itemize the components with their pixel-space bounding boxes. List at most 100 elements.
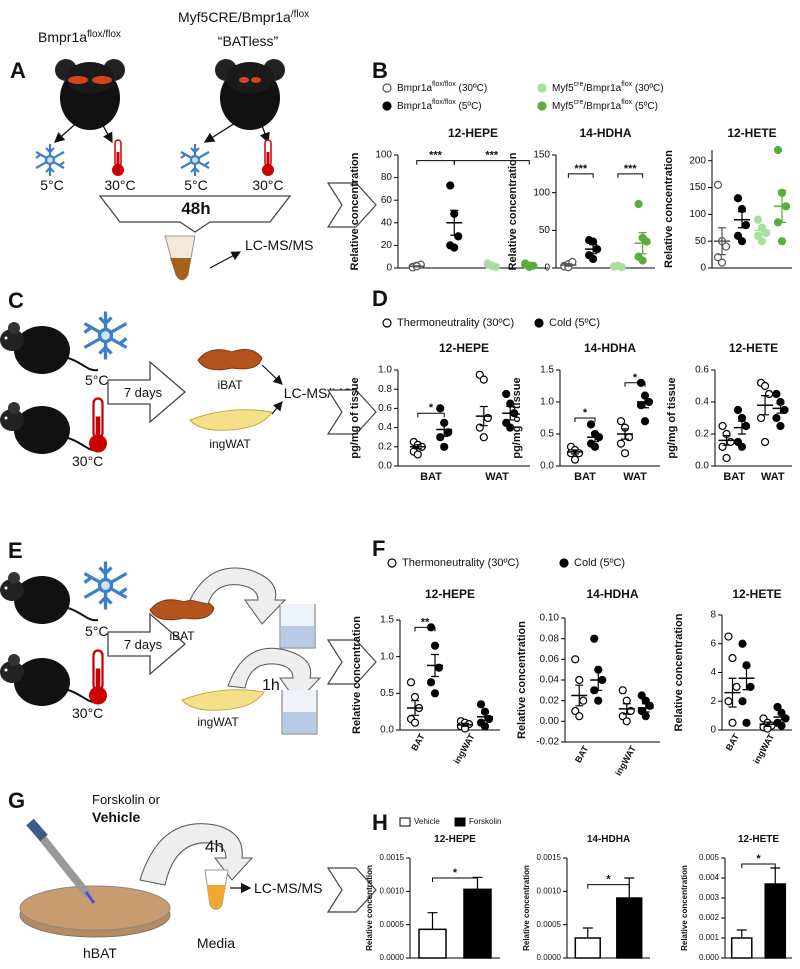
panel-letter: C [8, 288, 24, 313]
chart: 12-HETE Relative concentration 0 50 100 150 20… [663, 126, 792, 274]
data-point [733, 405, 743, 415]
y-tick-label: 100 [689, 209, 706, 220]
y-tick-label: 1.5 [540, 365, 554, 376]
chart: 12-HETE Relative concentration 0.000 0.001 0… [680, 834, 792, 962]
data-point [620, 449, 630, 458]
significance-label: * [633, 372, 638, 384]
diagram-a: Bmpr1aflox/flox Myf5CRE/Bmpr1a/flox “BAT… [34, 9, 313, 281]
sem-bar [761, 395, 770, 416]
y-tick-label: 50 [695, 236, 707, 247]
data-point [713, 253, 723, 262]
incubation: 4h [205, 837, 224, 856]
legend-label-part: Thermoneutrality (30ºC) [402, 557, 519, 569]
data-point [737, 413, 747, 423]
legend-label-part: flox [621, 99, 632, 106]
sem-bar [481, 712, 489, 722]
legend-label: Myf5cre/Bmpr1aflox (30ºC) [552, 81, 664, 93]
incubation: 1h [262, 677, 280, 694]
y-tick-label: 0.02 [540, 695, 560, 706]
data-point [640, 417, 650, 426]
data-point [410, 718, 420, 727]
chart: 14-HDHA Relative concentration -0.02 0.00 0.… [516, 587, 660, 777]
sem-bar [431, 653, 439, 678]
chart: 12-HEPE Relative concentration 0.0 0.5 1.0 1.… [351, 587, 500, 765]
sem-bar [440, 422, 449, 437]
legend-label: Myf5cre/Bmpr1aflox (5ºC) [552, 99, 658, 111]
legend-label-part: cre [574, 81, 584, 88]
data-point [590, 442, 600, 451]
legend-label-part: (5ºC) [632, 101, 658, 112]
data-point [733, 231, 743, 240]
x-tick-label: WAT [623, 471, 647, 483]
data-point [616, 439, 626, 448]
diagram-e: 5°C 30°C 7 days iBAT ingWAT 1h [0, 559, 322, 735]
legend-label-part: (5ºC) [456, 101, 482, 112]
legend-label: Forskolin [469, 817, 501, 826]
data-point [756, 413, 766, 423]
sem-bar [737, 420, 746, 435]
data-point [718, 442, 727, 451]
legend-label-part: Bmpr1a [397, 83, 432, 94]
data-point [753, 231, 763, 240]
chart: 12-HETE pg/mg of tissue 0.0 0.2 0.4 0.6 BAT WAT [666, 341, 792, 483]
y-tick-label: 0.000 [699, 953, 720, 962]
treatment: Vehicle [92, 809, 140, 825]
legend-label: Bmpr1aflox/flox (5ºC) [397, 99, 482, 111]
y-tick-label: 0.6 [695, 365, 709, 376]
legend-label: Cold (5ºC) [574, 557, 625, 569]
chart-title: 12-HETE [727, 126, 776, 140]
y-axis-label: Relative concentration [663, 150, 675, 268]
legend-label-part: (30ºC) [456, 83, 487, 94]
sem-bar [461, 722, 469, 727]
data-point [738, 697, 747, 706]
data-point [741, 421, 751, 431]
temperature: 5°C [184, 177, 208, 193]
y-tick-label: 100 [533, 187, 550, 198]
error-bar [582, 927, 593, 938]
error-bar [736, 929, 747, 938]
sem-bar [564, 263, 573, 267]
tissue: ingWAT [197, 715, 239, 729]
legend-label-part: flox [621, 81, 632, 88]
chart-title: 14-HDHA [586, 587, 638, 601]
temperature: 30°C [72, 705, 103, 721]
legend-label-part: Myf5 [552, 101, 574, 112]
sem-bar [641, 395, 649, 409]
x-tick-label: BAT [420, 471, 442, 483]
significance-label: * [453, 867, 458, 879]
strain-label: Myf5CRE/Bmpr1a/flox [178, 9, 309, 26]
chart-title: 12-HEPE [425, 587, 475, 601]
y-tick-label: 40 [381, 217, 393, 228]
data-point [618, 686, 627, 695]
y-tick-label: 150 [533, 150, 550, 161]
tissue: ingWAT [209, 437, 251, 451]
legend-label-part: Cold (5ºC) [549, 317, 600, 329]
temperature: 30°C [72, 453, 103, 469]
temperature: 5°C [40, 177, 64, 193]
y-tick-label: 0.0 [380, 725, 394, 736]
data-point [450, 243, 459, 252]
significance-label: * [583, 407, 588, 419]
x-tick-label: BAT [574, 471, 596, 483]
significance-bracket [587, 884, 630, 889]
y-tick-label: 0.10 [540, 613, 560, 624]
temperature: 5°C [85, 623, 109, 639]
data-point [406, 678, 416, 687]
panel-letter: B [372, 58, 388, 83]
y-axis-label: pg/mg of tissue [511, 377, 523, 458]
data-point [728, 654, 737, 663]
chart: 12-HEPE Relative concentration 0 20 40 60 80 10… [349, 126, 548, 274]
significance-bracket [574, 417, 596, 422]
data-point [742, 718, 751, 727]
legend-label-part: Cold (5ºC) [574, 557, 625, 569]
data-point [480, 722, 490, 731]
y-tick-label: 0.00 [540, 716, 560, 727]
data-point [732, 682, 741, 691]
data-point [772, 389, 781, 399]
data-point [737, 237, 747, 246]
data-point [773, 702, 782, 712]
x-tick-label: ingWAT [751, 732, 776, 766]
y-tick-label: 0.004 [699, 873, 720, 882]
data-point [622, 717, 631, 726]
y-tick-label: 0.0 [540, 461, 554, 472]
